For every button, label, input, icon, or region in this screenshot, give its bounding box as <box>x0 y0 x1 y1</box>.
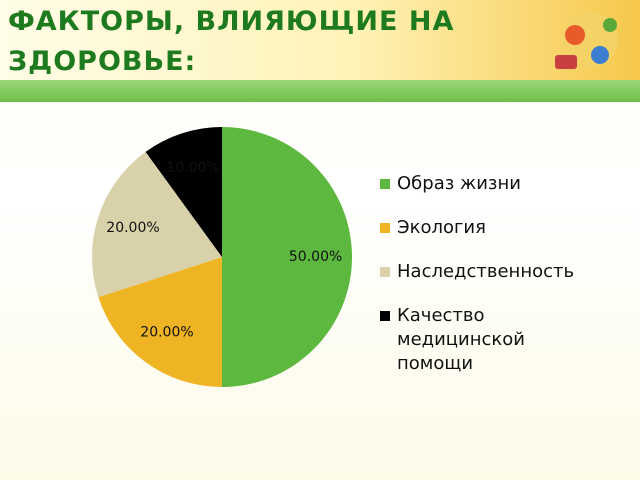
legend-label: Экология <box>397 217 486 238</box>
clip-art <box>555 12 618 69</box>
data-label: 50.00% <box>289 249 342 265</box>
data-label: 10.00% <box>166 160 219 176</box>
legend-label: Качество медицинской помощи <box>397 305 525 374</box>
header-band <box>0 0 640 80</box>
legend-label: Наследственность <box>397 261 575 282</box>
legend-entry: Наследственность <box>380 260 574 284</box>
legend-swatch <box>380 267 390 277</box>
data-label: 20.00% <box>140 325 193 341</box>
legend: Образ жизни Экология Наследственность Качес… <box>380 172 574 396</box>
slide-title: ФАКТОРЫ, ВЛИЯЮЩИЕ НА ЗДОРОВЬЕ: <box>8 6 455 77</box>
pie-slice <box>145 127 222 257</box>
legend-label: Образ жизни <box>397 173 521 194</box>
pie-slice <box>92 151 222 298</box>
legend-entry: Качество медицинской помощи <box>380 304 540 376</box>
legend-swatch <box>380 179 390 189</box>
legend-entry: Экология <box>380 216 540 240</box>
legend-swatch <box>380 311 390 321</box>
data-label: 20.00% <box>106 220 159 236</box>
pie-slice <box>98 257 222 387</box>
legend-entry: Образ жизни <box>380 172 540 196</box>
legend-swatch <box>380 223 390 233</box>
green-bar <box>0 80 640 102</box>
pie-slice <box>222 127 352 387</box>
